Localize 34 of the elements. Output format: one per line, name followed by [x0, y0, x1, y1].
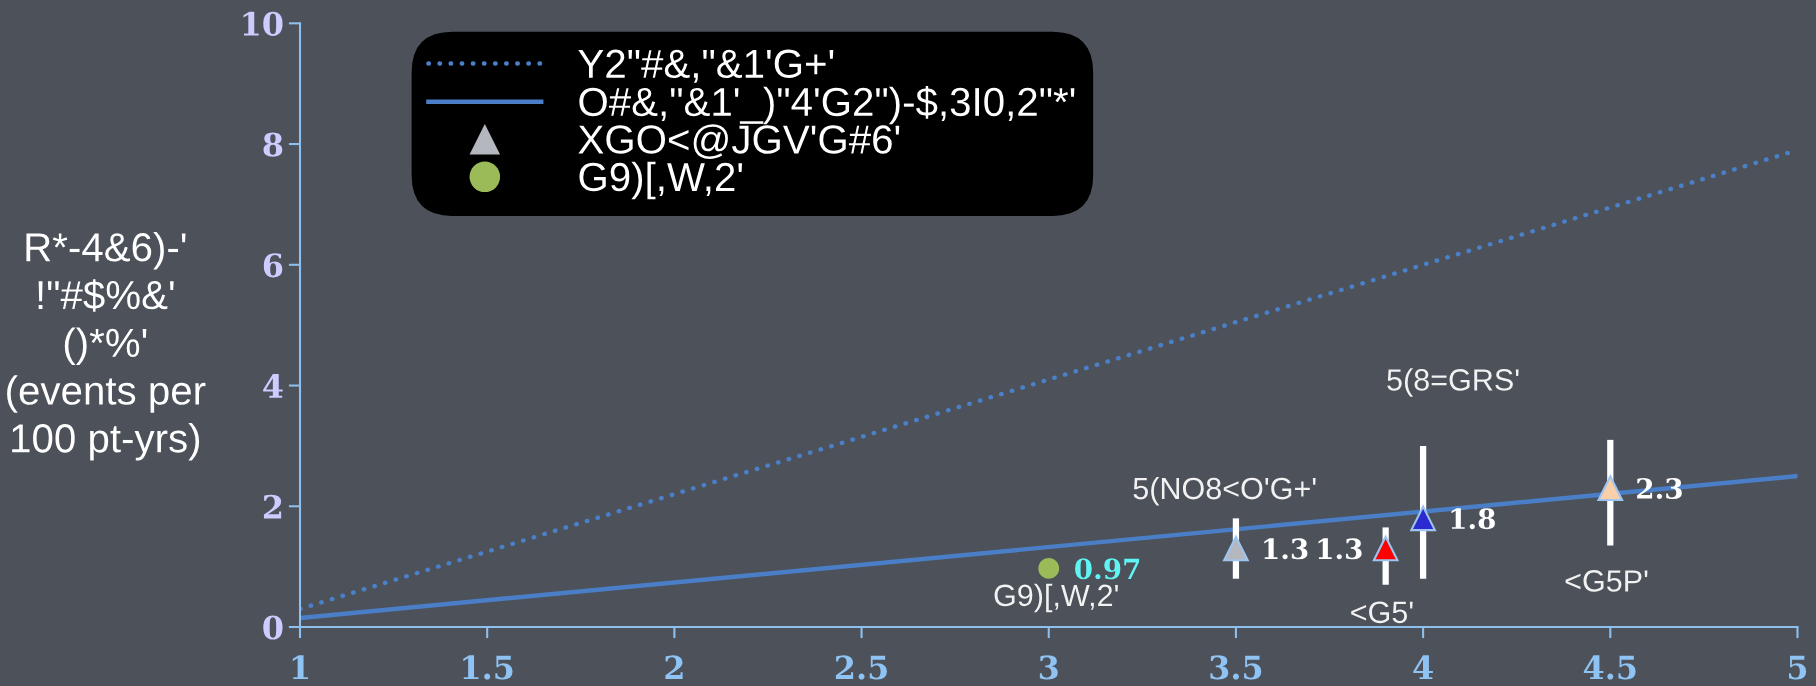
data-label: 1.3	[1264, 538, 1308, 560]
y-tick-label: 2	[263, 494, 282, 519]
x-tick-label: 3.5	[1210, 655, 1262, 680]
x-tick-label: 4.5	[1583, 655, 1636, 680]
legend-label: Y2"#&,"&1'G+'	[578, 49, 834, 83]
point	[1372, 535, 1399, 562]
point	[1410, 505, 1436, 532]
annotation: <G5P'	[1565, 570, 1648, 592]
x-tick-label: 5	[1788, 655, 1807, 680]
x-tick-label: 4	[1413, 655, 1433, 680]
y-tick-label: 4	[263, 373, 283, 398]
data-label: 0.97	[1075, 558, 1140, 580]
annotation: G9)[,W,2'	[994, 583, 1118, 613]
x-tick-label: 3	[1039, 655, 1058, 680]
y-axis-title: R*-4&6)-' !"#$%&' ()*%' (events per 100 pt-yrs)	[7, 231, 206, 461]
legend-label: XGO<@JGV'G#6'	[578, 124, 900, 159]
x-tick-label: 1.5	[463, 655, 513, 680]
y-tick-label: 8	[263, 132, 283, 157]
y-tick-label: 10	[243, 11, 283, 36]
x-tick-label: 2	[665, 655, 683, 680]
annotation: 5(NO8<O'G+'	[1133, 476, 1316, 506]
data-label: 1.3	[1318, 538, 1362, 560]
data-label: 1.8	[1451, 508, 1495, 530]
y-tick-label: 0	[263, 615, 283, 640]
point	[1223, 535, 1249, 562]
point	[1597, 475, 1624, 501]
legend-label: O#&,"&1'_)"4'G2")-$,3I0,2"*'	[579, 86, 1075, 125]
annotation: 5(8=GRS'	[1387, 368, 1519, 397]
y-tick-label: 6	[263, 253, 283, 278]
legend-label: G9)[,W,2'	[579, 161, 743, 200]
point	[1038, 558, 1060, 579]
x-tick-label: 2.5	[835, 655, 887, 680]
x-tick-label: 1	[292, 655, 308, 680]
annotation: <G5'	[1351, 601, 1413, 624]
